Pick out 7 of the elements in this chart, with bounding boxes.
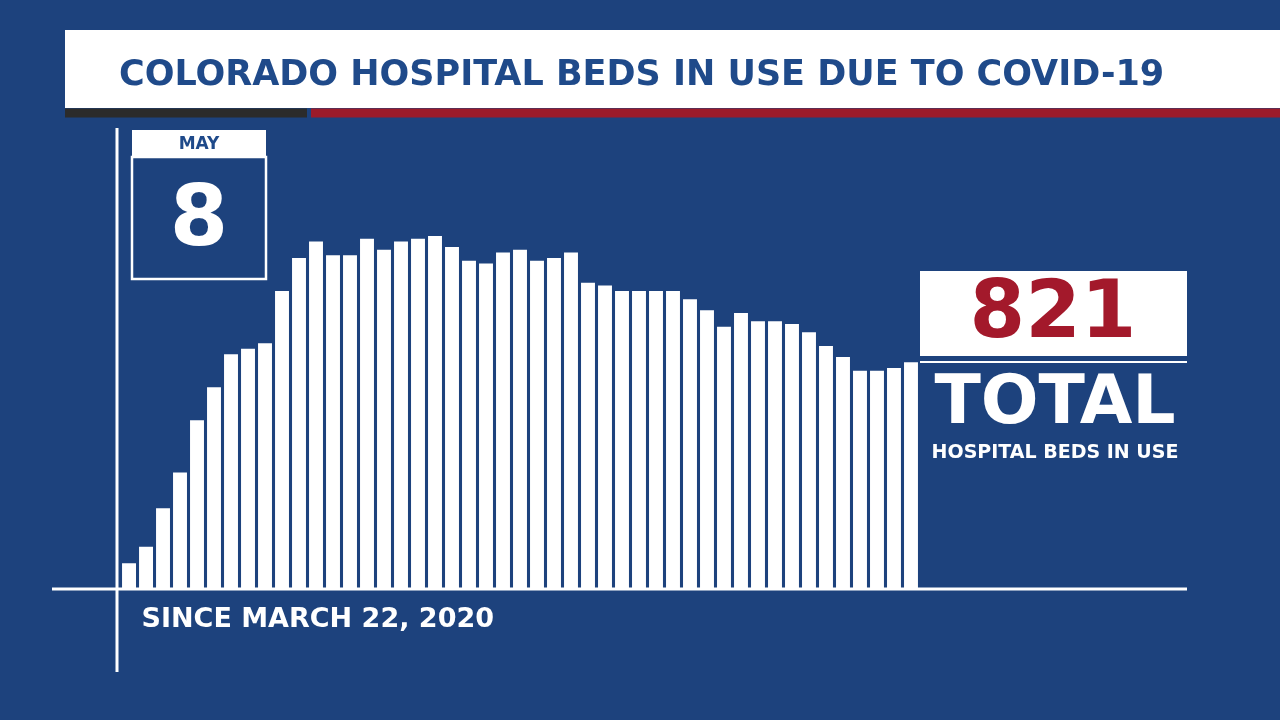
annotation: 8 xyxy=(169,167,229,265)
text: HOSPITAL BEDS IN USE xyxy=(931,440,1179,462)
text: MAY xyxy=(178,133,221,153)
data-label: 821 xyxy=(969,263,1137,357)
chart-title: COLORADO HOSPITAL BEDS IN USE DUE TO COVID-19 xyxy=(119,53,1165,93)
x-axis-title: SINCE MARCH 22, 2020 xyxy=(141,601,494,633)
text: TOTAL xyxy=(934,360,1176,439)
